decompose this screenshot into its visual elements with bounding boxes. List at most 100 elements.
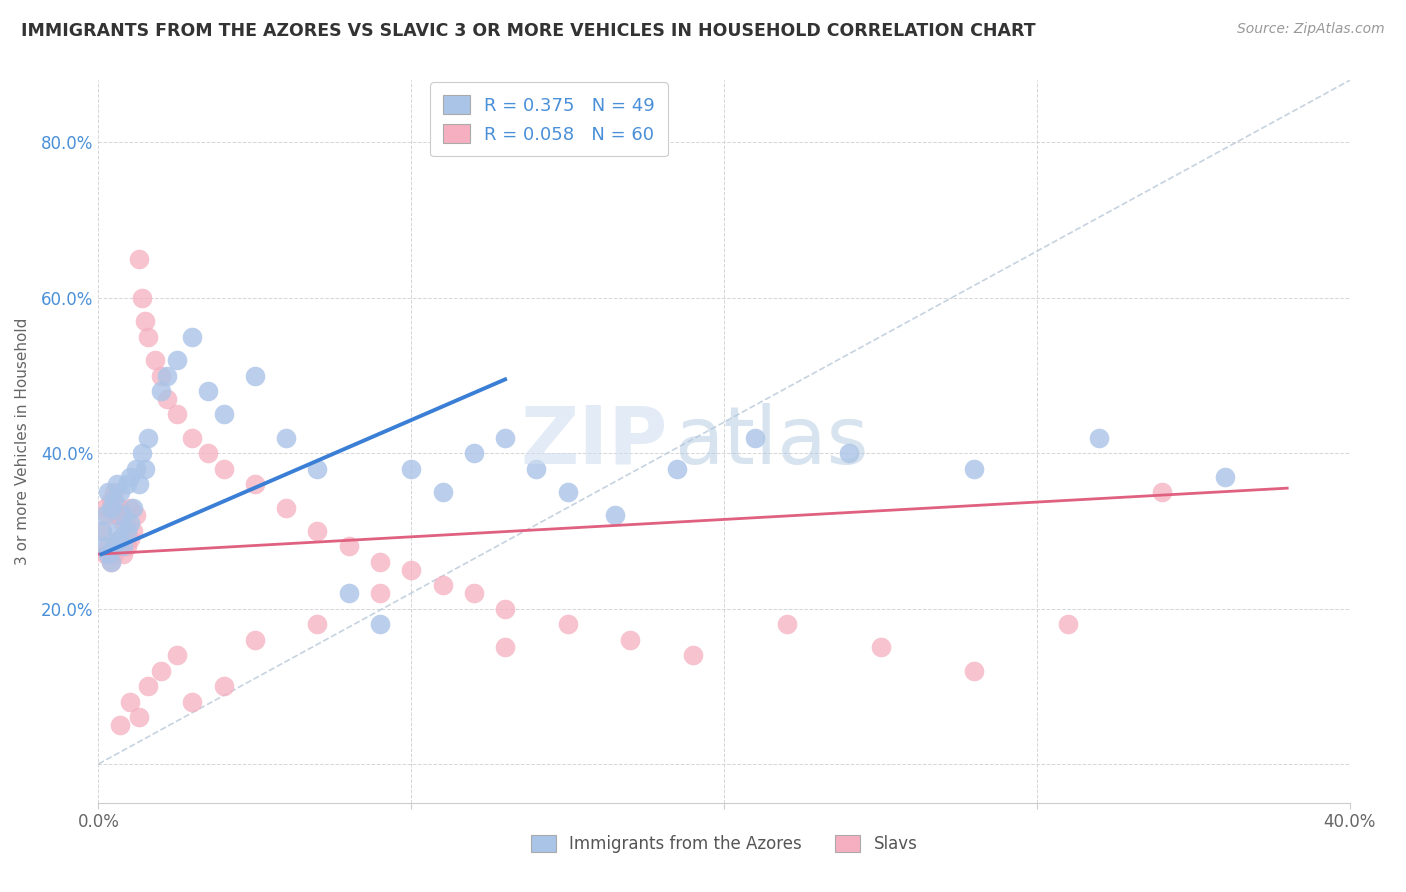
Point [103, 485, 125, 500]
Point [110, 500, 132, 515]
Point [93, 547, 115, 561]
Point [128, 710, 150, 724]
Point [838, 446, 860, 460]
Point [138, 679, 160, 693]
Point [619, 632, 641, 647]
Point [337, 586, 360, 600]
Point [138, 329, 160, 343]
Point [97, 485, 120, 500]
Point [115, 477, 138, 491]
Point [368, 617, 391, 632]
Point [121, 500, 143, 515]
Point [1152, 485, 1174, 500]
Point [90, 524, 112, 538]
Point [494, 431, 516, 445]
Point [166, 648, 188, 663]
Point [97, 540, 120, 554]
Point [143, 353, 166, 368]
Point [105, 508, 128, 523]
Point [100, 555, 122, 569]
Point [100, 492, 122, 507]
Point [1088, 431, 1111, 445]
Point [463, 446, 485, 460]
Point [134, 314, 156, 328]
Point [150, 368, 173, 383]
Point [963, 461, 986, 475]
Point [243, 477, 266, 491]
Point [100, 555, 122, 569]
Point [274, 500, 298, 515]
Point [105, 540, 128, 554]
Point [110, 532, 132, 546]
Point [212, 679, 235, 693]
Point [105, 524, 128, 538]
Point [243, 368, 266, 383]
Text: IMMIGRANTS FROM THE AZORES VS SLAVIC 3 OR MORE VEHICLES IN HOUSEHOLD CORRELATION: IMMIGRANTS FROM THE AZORES VS SLAVIC 3 O… [21, 22, 1036, 40]
Point [963, 664, 986, 678]
Point [118, 516, 141, 530]
Point [115, 524, 138, 538]
Point [869, 640, 891, 655]
Point [128, 252, 150, 266]
Point [166, 408, 188, 422]
Point [1057, 617, 1080, 632]
Point [368, 586, 391, 600]
Point [110, 485, 132, 500]
Point [150, 384, 173, 398]
Point [103, 540, 125, 554]
Point [744, 431, 766, 445]
Point [307, 461, 329, 475]
Point [557, 485, 579, 500]
Point [666, 461, 689, 475]
Point [557, 617, 579, 632]
Text: Source: ZipAtlas.com: Source: ZipAtlas.com [1237, 22, 1385, 37]
Point [181, 431, 204, 445]
Point [110, 718, 132, 732]
Point [128, 477, 150, 491]
Point [337, 540, 360, 554]
Point [121, 524, 143, 538]
Point [212, 408, 235, 422]
Point [197, 384, 219, 398]
Point [93, 500, 115, 515]
Point [103, 492, 125, 507]
Point [463, 586, 485, 600]
Point [118, 500, 141, 515]
Text: ZIP: ZIP [520, 402, 668, 481]
Point [125, 508, 148, 523]
Point [97, 508, 120, 523]
Point [682, 648, 704, 663]
Point [181, 329, 204, 343]
Point [105, 477, 128, 491]
Point [97, 547, 120, 561]
Point [776, 617, 799, 632]
Point [112, 547, 135, 561]
Point [1213, 469, 1236, 483]
Point [112, 508, 135, 523]
Point [131, 291, 153, 305]
Point [401, 563, 423, 577]
Point [100, 500, 122, 515]
Point [110, 532, 132, 546]
Point [118, 532, 141, 546]
Point [156, 368, 179, 383]
Point [103, 547, 125, 561]
Point [603, 508, 626, 523]
Point [138, 431, 160, 445]
Point [212, 461, 235, 475]
Point [526, 461, 548, 475]
Point [112, 540, 135, 554]
Point [118, 469, 141, 483]
Point [432, 578, 454, 592]
Point [368, 555, 391, 569]
Point [243, 632, 266, 647]
Point [93, 508, 115, 523]
Point [112, 516, 135, 530]
Point [401, 461, 423, 475]
Point [307, 524, 329, 538]
Point [494, 601, 516, 615]
Point [90, 524, 112, 538]
Point [197, 446, 219, 460]
Point [150, 664, 173, 678]
Point [115, 540, 138, 554]
